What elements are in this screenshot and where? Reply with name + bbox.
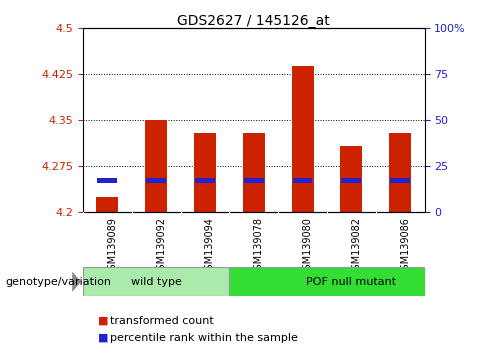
Text: GDS2627 / 145126_at: GDS2627 / 145126_at — [177, 14, 330, 28]
Text: GSM139078: GSM139078 — [254, 217, 264, 276]
Text: transformed count: transformed count — [110, 316, 214, 326]
Text: ■: ■ — [98, 333, 108, 343]
Bar — [342, 178, 361, 183]
Bar — [341, 146, 362, 212]
Text: percentile rank within the sample: percentile rank within the sample — [110, 333, 298, 343]
Bar — [146, 178, 166, 183]
Text: POF null mutant: POF null mutant — [306, 277, 396, 287]
Bar — [293, 178, 312, 183]
Bar — [389, 133, 411, 212]
Bar — [243, 133, 265, 212]
Text: GSM139086: GSM139086 — [400, 217, 410, 276]
Text: GSM139080: GSM139080 — [303, 217, 312, 276]
Bar — [97, 197, 119, 212]
Bar — [292, 66, 314, 212]
Bar — [83, 267, 229, 296]
Bar — [194, 133, 216, 212]
Text: wild type: wild type — [131, 277, 182, 287]
Bar — [145, 120, 167, 212]
Text: GSM139092: GSM139092 — [156, 217, 166, 276]
Text: GSM139089: GSM139089 — [107, 217, 117, 276]
Text: GSM139094: GSM139094 — [205, 217, 215, 276]
Text: ■: ■ — [98, 316, 108, 326]
Bar — [229, 267, 425, 296]
Text: genotype/variation: genotype/variation — [5, 277, 111, 287]
Polygon shape — [72, 272, 81, 292]
Text: GSM139082: GSM139082 — [351, 217, 361, 276]
Bar — [98, 178, 117, 183]
Bar — [390, 178, 410, 183]
Bar — [195, 178, 215, 183]
Bar — [244, 178, 264, 183]
